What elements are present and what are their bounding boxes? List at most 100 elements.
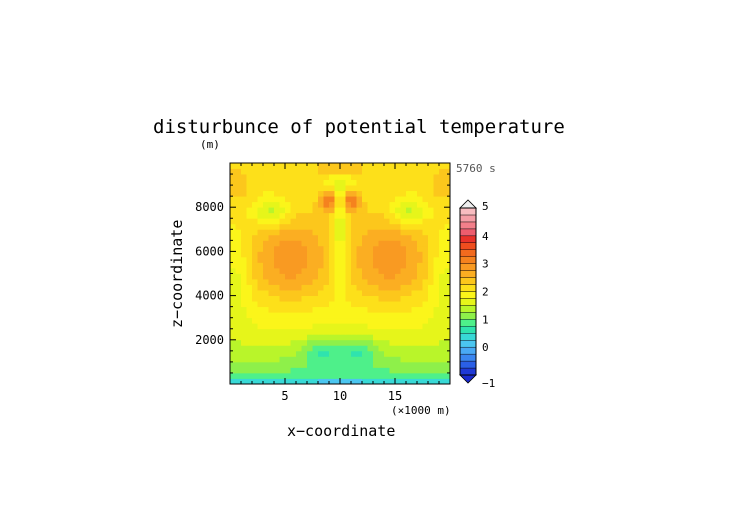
heatmap-cell [411,334,418,341]
heatmap-cell [235,339,242,346]
heatmap-cell [406,190,412,197]
heatmap-cell [362,306,368,313]
heatmap-cell [362,179,368,186]
heatmap-cell [362,218,368,225]
heatmap-cell [279,312,286,319]
heatmap-cell [252,234,258,241]
heatmap-cell [235,168,242,175]
heatmap-cell [411,207,418,214]
heatmap-cell [444,245,451,252]
heatmap-cell [378,295,385,302]
heatmap-cell [257,312,264,319]
heatmap-cell [312,273,319,280]
heatmap-cell [230,201,236,208]
heatmap-cell [345,240,352,247]
heatmap-cell [406,372,412,379]
heatmap-cell [389,251,396,258]
heatmap-cell [268,218,275,225]
heatmap-cell [235,201,242,208]
heatmap-cell [356,256,363,263]
heatmap-cell [384,185,390,192]
heatmap-cell [378,163,385,169]
heatmap-cell [285,207,291,214]
heatmap-cell [444,207,451,214]
heatmap-cell [389,279,396,285]
heatmap-cell [422,262,429,269]
heatmap-cell [433,367,440,374]
heatmap-cell [285,279,291,285]
heatmap-cell [433,234,440,241]
heatmap-cell [433,207,440,214]
heatmap-cell [356,323,363,330]
heatmap-cell [389,295,396,302]
heatmap-cell [373,378,379,385]
heatmap-cell [356,223,363,230]
heatmap-cell [411,267,418,274]
heatmap-cell [301,168,308,175]
heatmap-cell [367,234,374,241]
heatmap-cell [235,328,242,335]
heatmap-cell [433,174,440,180]
heatmap-cell [252,229,258,236]
heatmap-cell [395,317,401,324]
heatmap-cell [444,295,451,302]
heatmap-cell [356,356,363,363]
heatmap-cell [433,218,440,225]
heatmap-cell [307,356,313,363]
heatmap-cell [268,223,275,230]
heatmap-cell [417,306,423,313]
heatmap-cell [406,251,412,258]
heatmap-cell [323,290,330,296]
heatmap-cell [384,273,390,280]
heatmap-cell [307,168,313,175]
heatmap-cell [378,256,385,263]
heatmap-cell [279,284,286,291]
heatmap-cell [274,301,280,308]
heatmap-cell [351,201,357,208]
heatmap-cell [356,350,363,357]
heatmap-cell [389,372,396,379]
heatmap-cell [257,196,264,203]
heatmap-cell [323,190,330,197]
heatmap-cell [279,295,286,302]
heatmap-cell [439,345,445,352]
heatmap-cell [378,372,385,379]
heatmap-cell [290,323,297,330]
heatmap-cell [246,356,253,363]
heatmap-cell [318,251,324,258]
heatmap-cell [433,163,440,169]
heatmap-cell [296,339,302,346]
heatmap-cell [230,262,236,269]
heatmap-cell [246,256,253,263]
heatmap-cell [433,328,440,335]
heatmap-cell [323,378,330,385]
heatmap-cell [307,378,313,385]
heatmap-cell [296,356,302,363]
colorbar-swatch [459,298,477,306]
heatmap-cell [351,323,357,330]
heatmap-cell [439,273,445,280]
heatmap-cell [334,345,341,352]
heatmap-cell [384,234,390,241]
heatmap-cell [257,201,264,208]
heatmap-cell [406,301,412,308]
heatmap-cell [279,323,286,330]
heatmap-cell [263,256,269,263]
heatmap-cell [340,345,346,352]
heatmap-cell [340,212,346,219]
heatmap-cell [301,163,308,169]
heatmap-cell [290,345,297,352]
heatmap-cell [351,306,357,313]
heatmap-cell [400,234,407,241]
heatmap-cell [235,279,242,285]
heatmap-cell [345,190,352,197]
heatmap-cell [252,306,258,313]
heatmap-cell [367,323,374,330]
heatmap-cell [312,185,319,192]
heatmap-cell [279,361,286,368]
heatmap-cell [318,190,324,197]
heatmap-cell [252,328,258,335]
heatmap-cell [296,312,302,319]
heatmap-cell [422,256,429,263]
heatmap-cell [268,163,275,169]
